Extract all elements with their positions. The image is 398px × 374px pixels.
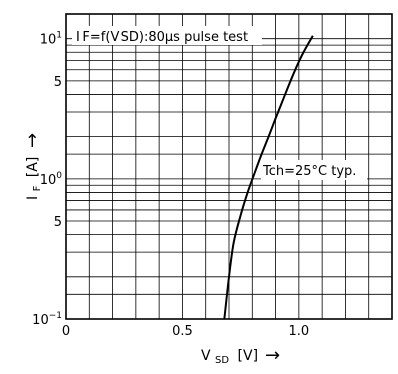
y-tick-label: 101 <box>40 31 62 48</box>
y-axis-label-main: I <box>25 196 41 200</box>
y-axis-label-sub: F <box>32 185 43 191</box>
x-axis-label-unit: [V] <box>238 348 259 364</box>
annotation-top-background <box>72 26 262 45</box>
x-axis-label-sub: SD <box>215 355 229 366</box>
y-tick-exponent: −1 <box>49 311 62 321</box>
plot-frame <box>65 13 393 320</box>
y-tick-base: 10 <box>40 33 57 48</box>
x-axis-label: V SD [V] <box>201 348 258 367</box>
x-tick-labels: 0 0.5 1.0 <box>62 324 309 339</box>
y-tick-exponent: 1 <box>56 31 62 41</box>
pulse-test-annotation: I F=f(V SD):80µs pulse test <box>76 30 248 45</box>
y-tick-label: 100 <box>40 171 63 188</box>
x-axis-label-main: V <box>201 348 211 364</box>
y-tick-label: 10−1 <box>32 311 62 328</box>
x-tick-label: 0 <box>62 324 70 339</box>
y-axis-label: I F [A] <box>25 157 44 200</box>
y-tick-base: 10 <box>40 173 57 188</box>
y-axis-label-unit: [A] <box>25 157 41 178</box>
y-tick-base: 10 <box>32 313 49 328</box>
x-tick-label: 0.5 <box>172 324 193 339</box>
temperature-annotation: Tch=25°C typ. <box>262 164 356 179</box>
series-line <box>223 35 314 320</box>
y-tick-label: 5 <box>54 215 62 230</box>
y-tick-exponent: 0 <box>56 171 62 181</box>
x-axis-arrow: → <box>265 345 280 366</box>
curve-layer <box>223 35 314 320</box>
y-axis-arrow: → <box>22 133 43 148</box>
x-tick-label: 1.0 <box>289 324 310 339</box>
y-tick-label: 5 <box>54 75 62 90</box>
annotation-curve-background <box>261 160 367 180</box>
